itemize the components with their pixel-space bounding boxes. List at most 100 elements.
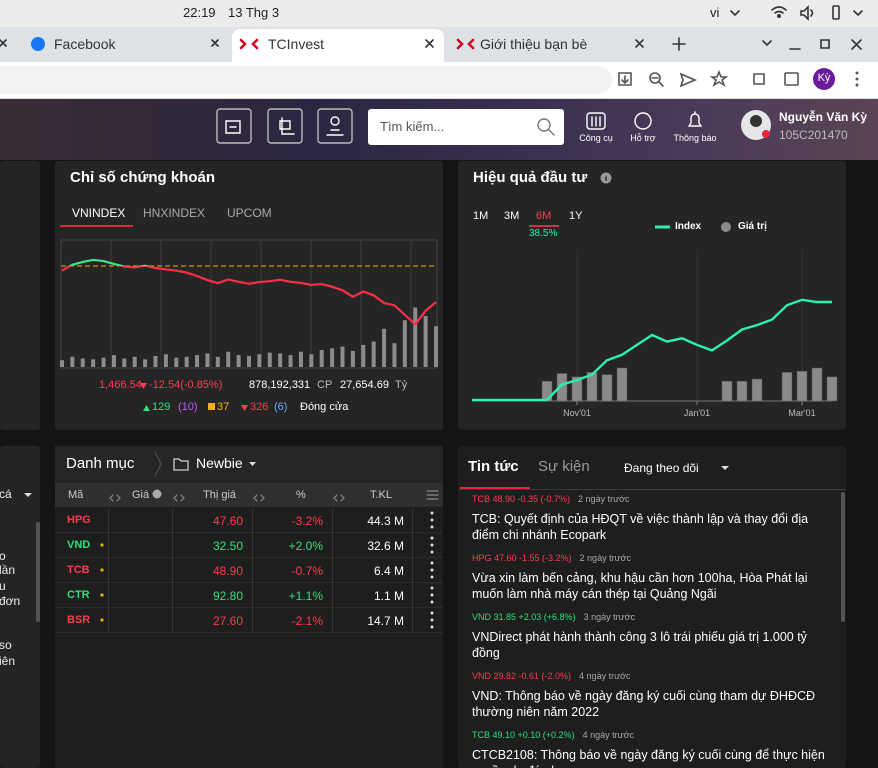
period-tab[interactable]: 3M bbox=[504, 210, 520, 222]
ceiling: (10) bbox=[178, 401, 198, 413]
volume-bar bbox=[70, 356, 75, 367]
clipped-text: đơn bbox=[0, 594, 21, 608]
group-name[interactable]: Newbie bbox=[196, 455, 243, 471]
tab-title[interactable]: TCInvest bbox=[268, 36, 325, 52]
table-row[interactable] bbox=[55, 608, 443, 633]
menu-label[interactable]: Hỗ trợ bbox=[630, 133, 656, 143]
kebab bbox=[430, 593, 434, 597]
tab-title[interactable]: Giới thiệu bạn bè bbox=[480, 36, 588, 52]
table-row[interactable] bbox=[55, 583, 443, 608]
kebab bbox=[430, 543, 434, 547]
cell-divider bbox=[172, 508, 173, 533]
market-price: 27.60 bbox=[212, 614, 243, 628]
search-box[interactable] bbox=[368, 109, 564, 145]
value-unit: Tỷ bbox=[395, 379, 408, 391]
volume-bar bbox=[361, 344, 366, 367]
news-tab[interactable]: Tin tức bbox=[468, 458, 519, 475]
cell-divider bbox=[108, 558, 109, 583]
table-row[interactable] bbox=[55, 558, 443, 583]
value-bar bbox=[601, 374, 613, 402]
index-tab[interactable]: HNXINDEX bbox=[143, 206, 206, 220]
left-card bbox=[0, 446, 40, 768]
symbol: VND bbox=[67, 539, 91, 551]
kebab bbox=[430, 568, 434, 572]
volume-bar bbox=[257, 354, 262, 367]
period-tab[interactable]: 1Y bbox=[569, 210, 583, 222]
period-tab[interactable]: 1M bbox=[473, 210, 489, 222]
column-header: Mã bbox=[68, 489, 84, 501]
symbol: HPG bbox=[67, 514, 91, 526]
arrow-down bbox=[140, 383, 147, 389]
kebab bbox=[430, 611, 434, 615]
volume-bar bbox=[298, 351, 303, 367]
scrollbar[interactable] bbox=[841, 492, 845, 622]
news-meta: VND 31.85 +2.03 (+6.8%) 3 ngày trước bbox=[472, 612, 635, 622]
search-placeholder[interactable]: Tìm kiếm... bbox=[380, 119, 445, 134]
cell-divider bbox=[172, 558, 173, 583]
arrow-up bbox=[143, 405, 150, 411]
volume-bar bbox=[153, 355, 158, 367]
volume-bar bbox=[434, 326, 438, 367]
clipped-text: o bbox=[0, 549, 6, 563]
language[interactable]: vi bbox=[710, 5, 720, 20]
profile-avatar[interactable]: Kỳ bbox=[817, 72, 831, 84]
value-bar bbox=[736, 380, 748, 402]
news-headline[interactable]: VNDirect phát hành thành công 3 lô trái … bbox=[472, 630, 807, 660]
volume-bar bbox=[247, 355, 251, 367]
news-tab[interactable]: Sự kiện bbox=[538, 458, 590, 475]
news-quote: TCB 48.90 -0.35 (-0.7%) bbox=[472, 494, 571, 504]
advancers: 129 bbox=[152, 401, 171, 413]
active-tab[interactable] bbox=[232, 29, 444, 62]
volume-bar bbox=[91, 359, 96, 367]
tab-title[interactable]: Facebook bbox=[54, 36, 116, 52]
clipped-text: cá bbox=[0, 487, 12, 501]
period-tab[interactable]: 6M bbox=[536, 210, 552, 222]
menu-label[interactable]: Thông báo bbox=[673, 133, 717, 143]
column-header: Thị giá bbox=[203, 489, 237, 501]
cell-divider bbox=[108, 608, 109, 633]
table-row[interactable] bbox=[55, 508, 443, 533]
cell-divider bbox=[332, 583, 333, 608]
volume: 1.1 M bbox=[373, 589, 404, 603]
news-headline[interactable]: CTCB2108: Thông báo về ngày đăng ký cuối… bbox=[472, 748, 825, 768]
column-header: T.KL bbox=[370, 489, 393, 501]
volume-bar bbox=[60, 360, 64, 367]
index-tab[interactable]: UPCOM bbox=[227, 206, 272, 220]
news-filter[interactable]: Đang theo dõi bbox=[624, 461, 699, 475]
news-headline[interactable]: Vừa xin làm bến cảng, khu hậu cần hơn 10… bbox=[472, 571, 808, 601]
market-price: 92.80 bbox=[212, 589, 243, 603]
value-bar bbox=[721, 380, 733, 402]
kebab bbox=[430, 625, 434, 629]
news-headline[interactable]: TCB: Quyết định của HĐQT về việc thành l… bbox=[472, 512, 809, 542]
kebab bbox=[430, 586, 434, 590]
value-bar bbox=[811, 367, 823, 402]
symbol: BSR bbox=[67, 614, 91, 626]
cell-divider bbox=[412, 583, 413, 608]
volume-bar bbox=[278, 353, 283, 367]
system-icons bbox=[0, 5, 863, 51]
change: +2.0% bbox=[288, 539, 323, 553]
volume-bar bbox=[382, 328, 387, 367]
volume-bar bbox=[340, 346, 345, 367]
kebab bbox=[430, 618, 434, 622]
volume: 44.3 M bbox=[367, 514, 404, 528]
menu-label[interactable]: Công cụ bbox=[579, 133, 613, 143]
index-tab[interactable]: VNINDEX bbox=[72, 206, 126, 220]
value-bar bbox=[781, 372, 793, 402]
unchanged: 37 bbox=[217, 401, 230, 413]
alert-dot bbox=[100, 618, 104, 622]
news-meta: TCB 49.10 +0.10 (+0.2%) 4 ngày trước bbox=[472, 730, 634, 740]
news-headline[interactable]: VND: Thông báo về ngày đăng ký cuối cùng… bbox=[472, 689, 816, 719]
trade-value: 27,654.69 bbox=[340, 379, 389, 391]
legend-label: Index bbox=[675, 221, 702, 232]
cell-divider bbox=[252, 608, 253, 633]
scrollbar[interactable] bbox=[36, 522, 40, 622]
news-quote: VND 29.82 -0.61 (-2.0%) bbox=[472, 671, 572, 681]
volume-bar bbox=[205, 353, 210, 367]
tab-underline bbox=[60, 225, 133, 227]
volume-bar bbox=[392, 343, 397, 367]
address-bar[interactable] bbox=[0, 66, 612, 94]
table-row[interactable] bbox=[55, 533, 443, 558]
legend-label: Giá trị bbox=[738, 221, 767, 232]
